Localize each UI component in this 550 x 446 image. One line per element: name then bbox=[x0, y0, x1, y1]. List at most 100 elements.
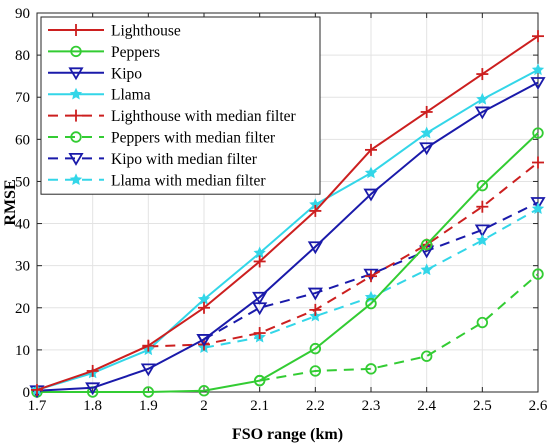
legend-marker-peppers-with-median-filter bbox=[70, 131, 82, 143]
marker-shape bbox=[309, 342, 322, 355]
data-point-peppers-with-median-filter bbox=[532, 268, 544, 280]
data-point-lighthouse bbox=[253, 255, 266, 268]
data-point-llama-with-median-filter bbox=[531, 202, 545, 215]
series-line-kipo bbox=[36, 81, 539, 392]
y-tick-label: 70 bbox=[15, 90, 30, 106]
x-tick-label: 1.8 bbox=[83, 398, 102, 414]
data-point-llama-with-median-filter bbox=[476, 233, 489, 246]
marker-shape bbox=[69, 173, 83, 186]
legend-entry-llama: Llama bbox=[48, 87, 151, 104]
data-point-peppers bbox=[476, 179, 489, 192]
data-point-peppers bbox=[253, 374, 266, 387]
marker-shape bbox=[532, 268, 544, 280]
x-tick-label: 2 bbox=[200, 398, 208, 414]
marker-shape bbox=[420, 263, 433, 276]
data-point-kipo bbox=[252, 291, 268, 305]
legend-marker-kipo-with-median-filter bbox=[68, 152, 84, 166]
marker-shape bbox=[530, 77, 546, 90]
legend-marker-llama bbox=[69, 87, 83, 100]
marker-shape bbox=[420, 126, 433, 139]
marker-shape bbox=[70, 45, 82, 58]
data-point-kipo-with-median-filter bbox=[307, 287, 323, 301]
legend-marker-kipo bbox=[68, 67, 84, 81]
marker-shape bbox=[142, 386, 155, 398]
data-point-peppers-with-median-filter bbox=[420, 350, 433, 362]
data-point-kipo bbox=[363, 188, 379, 202]
marker-shape bbox=[69, 87, 83, 100]
series-line-peppers bbox=[37, 132, 539, 393]
marker-shape bbox=[252, 291, 268, 305]
marker-shape bbox=[419, 142, 435, 156]
marker-shape bbox=[420, 350, 433, 362]
marker-shape bbox=[363, 188, 379, 202]
y-tick-label: 10 bbox=[15, 343, 30, 359]
data-point-peppers-with-median-filter bbox=[476, 316, 489, 329]
x-tick-label: 1.9 bbox=[139, 398, 158, 414]
marker-shape bbox=[70, 131, 82, 143]
marker-shape bbox=[309, 365, 322, 377]
data-point-peppers bbox=[198, 385, 210, 397]
marker-shape bbox=[140, 363, 156, 377]
data-point-peppers-with-median-filter bbox=[365, 363, 377, 375]
legend-marker-peppers bbox=[70, 45, 82, 58]
marker-shape bbox=[365, 297, 377, 310]
legend-entry-lighthouse: Lighthouse bbox=[48, 23, 181, 40]
series-kipo bbox=[29, 77, 546, 399]
data-point-lighthouse-with-median-filter bbox=[253, 327, 266, 340]
series-line-lighthouse-with-median-filter bbox=[148, 161, 539, 348]
data-point-lighthouse bbox=[476, 68, 489, 81]
y-tick-label: 60 bbox=[15, 132, 30, 148]
marker-shape bbox=[476, 233, 489, 246]
marker-shape bbox=[253, 374, 266, 387]
data-point-lighthouse-with-median-filter bbox=[365, 270, 377, 283]
x-axis-label: FSO range (km) bbox=[232, 426, 343, 443]
series-line-llama bbox=[36, 68, 539, 391]
legend-box bbox=[40, 16, 321, 195]
y-tick-label: 40 bbox=[15, 217, 30, 233]
marker-shape bbox=[531, 202, 545, 215]
marker-shape bbox=[476, 92, 489, 105]
tick-labels: 1.7 1.8 1.9 2 2.1 2.2 2.3 2.4 2.5 2.6 0 10 20 30 40 50 6… bbox=[15, 6, 548, 414]
legend-label-peppers-with-median-filter: Peppers with median filter bbox=[111, 130, 276, 147]
legend-entry-lighthouse-with-median-filter: Lighthouse with median filter bbox=[48, 108, 297, 125]
data-point-llama bbox=[531, 63, 545, 76]
legend-label-llama: Llama bbox=[111, 87, 151, 104]
data-point-kipo bbox=[474, 106, 490, 120]
marker-shape bbox=[364, 166, 378, 179]
marker-shape bbox=[476, 179, 489, 192]
y-tick-label: 30 bbox=[15, 259, 30, 275]
data-point-peppers bbox=[365, 297, 377, 310]
marker-shape bbox=[68, 152, 84, 166]
data-point-lighthouse bbox=[86, 364, 99, 377]
data-point-kipo bbox=[196, 333, 212, 347]
marker-shape bbox=[532, 127, 544, 139]
x-tick-label: 2.4 bbox=[417, 398, 436, 414]
x-tick-label: 2.1 bbox=[250, 398, 269, 414]
legend-label-llama-with-median-filter: Llama with median filter bbox=[111, 172, 266, 189]
data-point-lighthouse-with-median-filter bbox=[309, 303, 322, 316]
marker-shape bbox=[307, 287, 323, 301]
y-axis-label: RMSE bbox=[2, 179, 19, 225]
data-point-kipo bbox=[419, 142, 435, 156]
data-point-peppers bbox=[142, 386, 155, 398]
x-tick-label: 2.6 bbox=[529, 398, 548, 414]
legend-entry-kipo: Kipo bbox=[48, 65, 142, 82]
data-point-kipo bbox=[307, 241, 323, 255]
series-line-lighthouse bbox=[36, 35, 539, 391]
legend-label-peppers: Peppers bbox=[111, 44, 160, 61]
data-point-kipo bbox=[530, 77, 546, 90]
data-point-kipo-with-median-filter bbox=[530, 197, 546, 210]
y-tick-label: 0 bbox=[23, 385, 31, 401]
legend-marker-llama-with-median-filter bbox=[69, 173, 83, 186]
data-point-llama bbox=[364, 166, 378, 179]
data-point-peppers bbox=[532, 127, 544, 139]
data-point-peppers bbox=[420, 238, 433, 251]
x-tick-label: 2.5 bbox=[473, 398, 492, 414]
legend-label-lighthouse: Lighthouse bbox=[111, 23, 181, 40]
data-point-lighthouse bbox=[142, 339, 155, 352]
legend-entry-peppers: Peppers bbox=[48, 44, 160, 61]
data-point-kipo bbox=[85, 382, 101, 396]
marker-shape bbox=[474, 224, 490, 238]
marker-shape bbox=[531, 63, 545, 76]
